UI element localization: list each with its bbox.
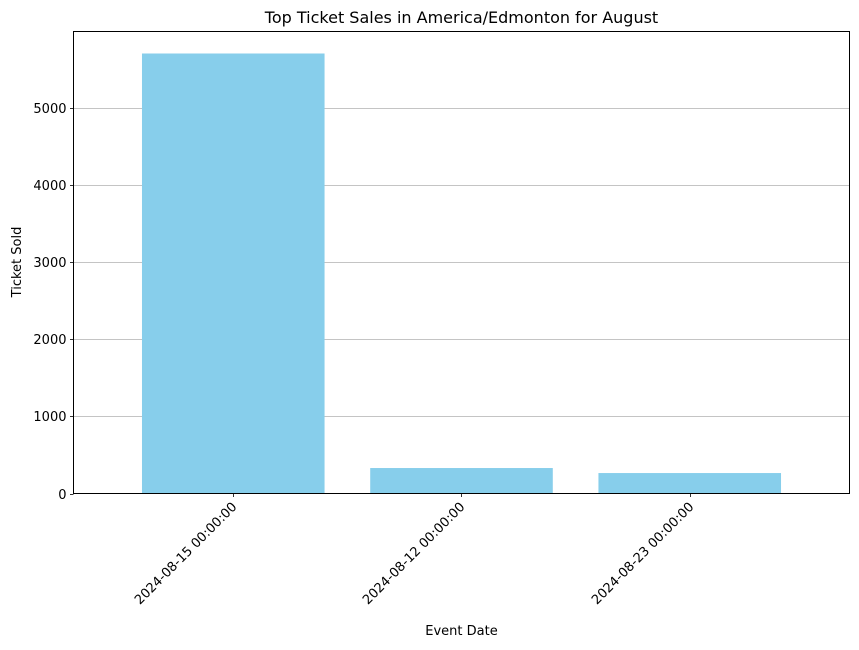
y-axis-label: Ticket Sold <box>10 227 25 299</box>
x-axis-ticks: 2024-08-15 00:00:00 2024-08-12 00:00:00 20… <box>132 493 697 608</box>
bar-3 <box>598 473 782 494</box>
x-tick-label: 2024-08-23 00:00:00 <box>589 500 697 608</box>
y-tick-label: 4000 <box>33 179 66 194</box>
bar-1 <box>141 53 325 494</box>
y-axis-ticks: 0 1000 2000 3000 4000 5000 <box>33 102 74 503</box>
bar-2 <box>370 468 553 494</box>
y-tick-label: 1000 <box>33 410 66 425</box>
chart-title: Top Ticket Sales in America/Edmonton for… <box>264 8 658 27</box>
x-axis-label: Event Date <box>425 624 497 639</box>
y-tick-label: 5000 <box>33 102 66 117</box>
x-tick-label: 2024-08-15 00:00:00 <box>132 500 240 608</box>
x-tick-label: 2024-08-12 00:00:00 <box>360 500 468 608</box>
y-tick-label: 0 <box>58 488 66 503</box>
bars <box>141 53 782 494</box>
y-tick-label: 3000 <box>33 256 66 271</box>
y-tick-label: 2000 <box>33 333 66 348</box>
